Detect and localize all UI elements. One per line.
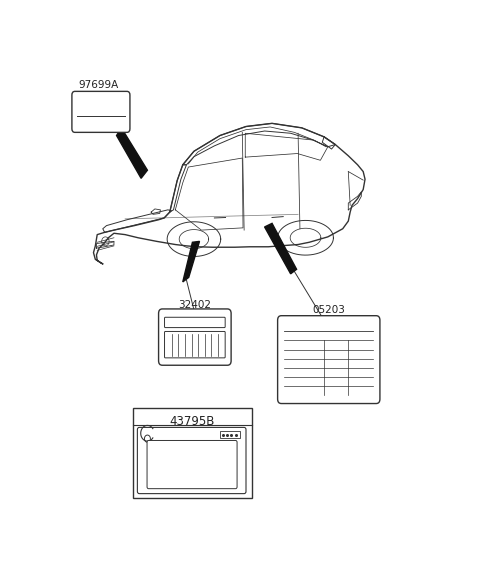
Text: 97699A: 97699A	[79, 81, 119, 91]
Bar	[220, 432, 240, 438]
Text: 43795B: 43795B	[169, 415, 215, 428]
Text: 32402: 32402	[178, 300, 211, 310]
FancyBboxPatch shape	[277, 316, 380, 404]
Text: 05203: 05203	[312, 305, 345, 315]
Polygon shape	[117, 128, 147, 178]
FancyBboxPatch shape	[72, 91, 130, 132]
FancyBboxPatch shape	[158, 309, 231, 365]
Polygon shape	[183, 242, 200, 282]
FancyBboxPatch shape	[165, 332, 225, 358]
Bar	[132, 408, 252, 498]
FancyBboxPatch shape	[147, 441, 237, 488]
FancyBboxPatch shape	[137, 428, 246, 494]
Polygon shape	[264, 223, 297, 274]
FancyBboxPatch shape	[165, 317, 225, 328]
